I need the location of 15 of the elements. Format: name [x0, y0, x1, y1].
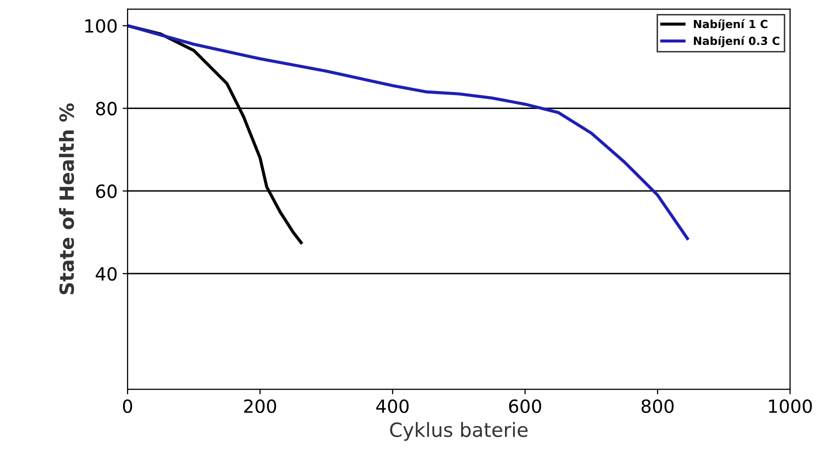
x-tick-label: 800 — [642, 399, 674, 413]
x-tick-label: 200 — [244, 399, 276, 413]
x-tick-label: 1000 — [769, 399, 812, 413]
line-series — [128, 24, 689, 240]
y-axis-title: State of Health % — [59, 103, 74, 294]
y-tick-label: 100 — [85, 19, 117, 33]
y-tick-label: 80 — [96, 102, 117, 116]
x-tick-label: 400 — [376, 399, 409, 413]
legend-label: Nabíjení 0.3 C — [694, 36, 780, 48]
x-axis-title: Cyklus baterie — [390, 422, 528, 441]
x-tick-label: 600 — [509, 399, 542, 413]
y-tick-label: 60 — [96, 184, 117, 198]
x-tick-label: 0 — [123, 399, 132, 413]
legend-label: Nabíjení 1 C — [694, 19, 768, 30]
y-tick-label: 40 — [96, 267, 117, 281]
